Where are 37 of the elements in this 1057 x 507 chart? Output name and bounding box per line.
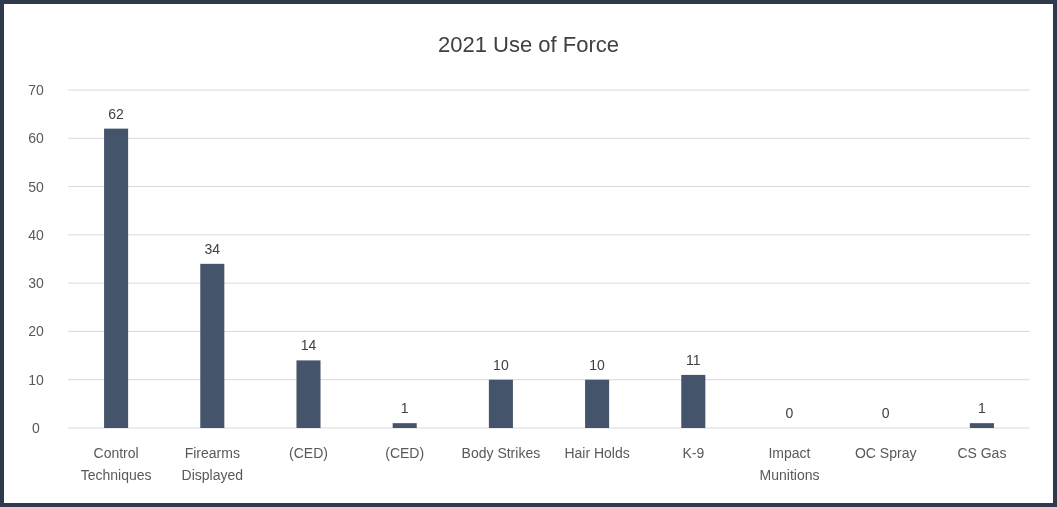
y-tick-label: 40	[28, 226, 44, 243]
bar	[200, 263, 225, 428]
y-tick-label: 20	[28, 323, 44, 340]
data-label: 10	[493, 356, 509, 373]
data-label: 1	[978, 400, 986, 417]
x-tick-label: Firearms Displayed	[181, 445, 244, 483]
data-label: 0	[881, 405, 890, 421]
bar	[681, 374, 706, 428]
data-label: 34	[204, 240, 221, 257]
x-tick-label: (CED)	[385, 445, 425, 461]
data-label: 0	[785, 405, 794, 421]
y-tick-label: 0	[32, 420, 41, 436]
x-tick-label: K-9	[682, 445, 705, 461]
data-label: 14	[300, 337, 317, 354]
chart-title: 2021 Use of Force	[438, 32, 619, 57]
bar	[585, 379, 610, 428]
x-tick-label: Hair Holds	[564, 445, 630, 461]
bar	[969, 423, 994, 428]
x-tick-label: Impact Munitions	[759, 445, 820, 483]
data-label: 62	[108, 105, 125, 122]
x-tick-label: CS Gas	[957, 445, 1007, 461]
x-tick-label: (CED)	[289, 445, 328, 461]
data-label: 11	[686, 351, 701, 368]
y-tick-label: 60	[28, 130, 44, 147]
data-label: 10	[589, 356, 606, 373]
y-tick-label: 50	[28, 178, 44, 195]
y-tick-label: 10	[28, 371, 44, 388]
y-tick-label: 30	[28, 275, 44, 292]
x-tick-label: Body Strikes	[461, 445, 541, 461]
x-tick-label: OC Spray	[854, 445, 917, 461]
data-label: 1	[400, 400, 409, 417]
bar	[296, 360, 321, 428]
bar	[488, 379, 513, 428]
bar	[392, 423, 417, 428]
y-tick-label: 70	[28, 82, 44, 98]
bar	[104, 128, 129, 428]
x-tick-label: Control Techniques	[80, 445, 152, 483]
